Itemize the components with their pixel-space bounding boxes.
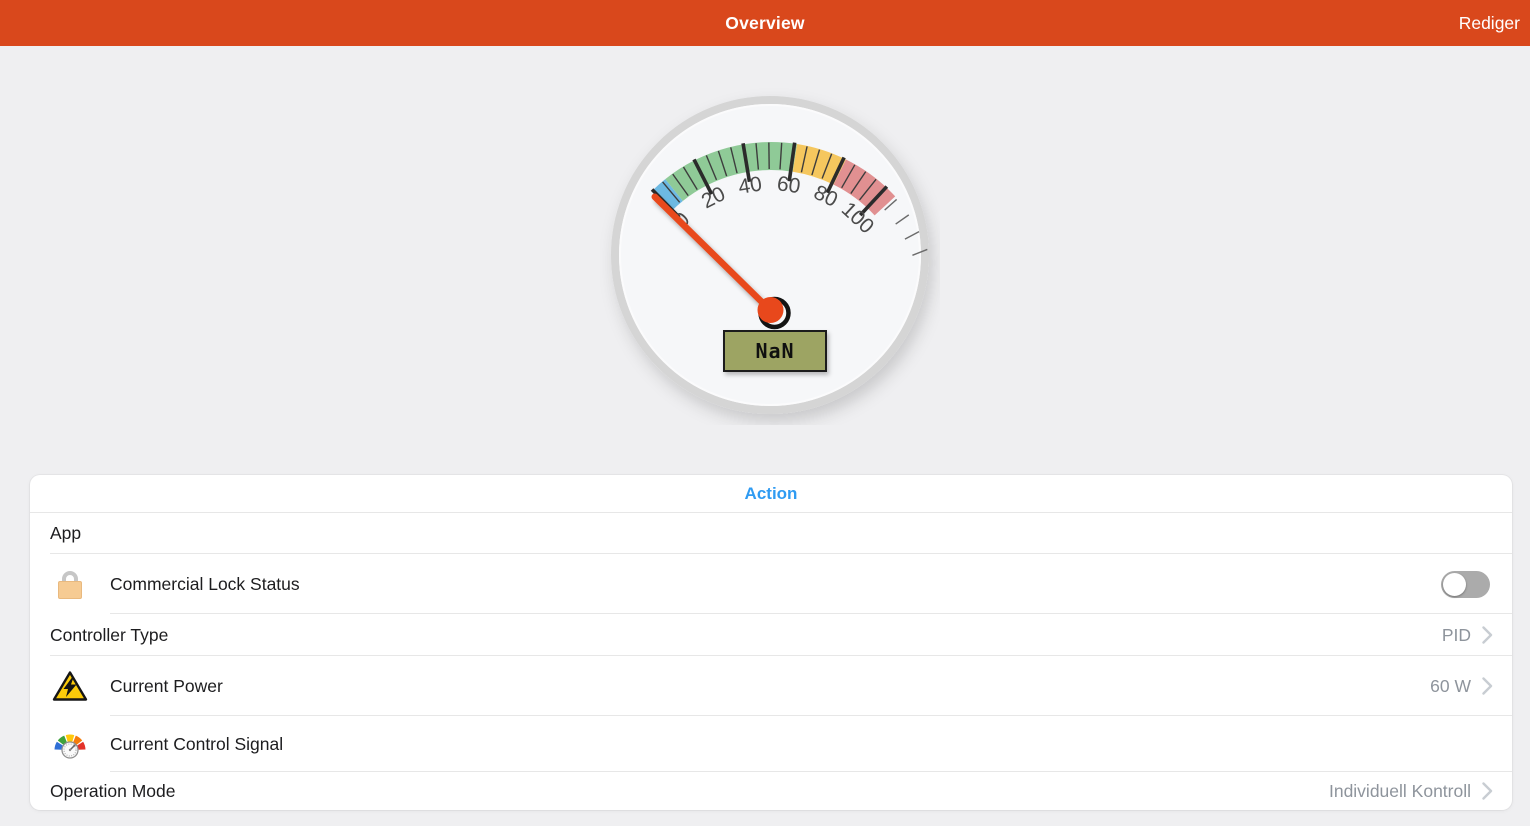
list-item-current-control-signal[interactable]: Current Control Signal: [30, 716, 1512, 772]
action-panel: Action App Commercial Lock Status Contro…: [30, 475, 1512, 810]
gauge-needle-hub: [757, 297, 784, 323]
current-power-value: 60 W: [1430, 675, 1471, 696]
gauge-needle: [651, 193, 775, 315]
tab-action[interactable]: Action: [30, 475, 1512, 513]
gauge-value-label: NaN: [755, 339, 794, 363]
list-item-current-power[interactable]: Current Power 60 W: [30, 656, 1512, 716]
svg-text:40: 40: [737, 172, 764, 199]
chevron-right-icon: [1482, 677, 1493, 695]
list-item-commercial-lock-status[interactable]: Commercial Lock Status: [30, 554, 1512, 614]
list-item-controller-type[interactable]: Controller Type PID: [30, 614, 1512, 656]
list-item-operation-mode[interactable]: Operation Mode Individuell Kontroll: [30, 772, 1512, 810]
power-gauge: 020406080100 NaN: [600, 85, 940, 425]
section-label: App: [50, 523, 82, 543]
edit-button[interactable]: Rediger: [1458, 12, 1520, 33]
chevron-right-icon: [1482, 782, 1493, 800]
operation-mode-value: Individuell Kontroll: [1328, 780, 1471, 801]
app-header: Overview Rediger: [0, 0, 1530, 46]
lock-icon: [30, 568, 110, 600]
gauge-zone-red: [833, 159, 896, 216]
gauge-value-box: NaN: [723, 330, 827, 372]
svg-text:60: 60: [776, 172, 802, 198]
chevron-right-icon: [1482, 626, 1493, 644]
gauge-zone-blue: [652, 179, 683, 211]
high-voltage-warning-icon: [30, 670, 110, 702]
controller-type-value: PID: [1441, 624, 1471, 645]
toggle-knob: [1443, 572, 1466, 596]
control-signal-gauge-icon: [30, 728, 110, 760]
gauge-zone-green: [665, 142, 798, 201]
section-header-app: App: [30, 513, 1512, 554]
lock-toggle-switch[interactable]: [1441, 570, 1490, 598]
page-title: Overview: [725, 12, 805, 33]
